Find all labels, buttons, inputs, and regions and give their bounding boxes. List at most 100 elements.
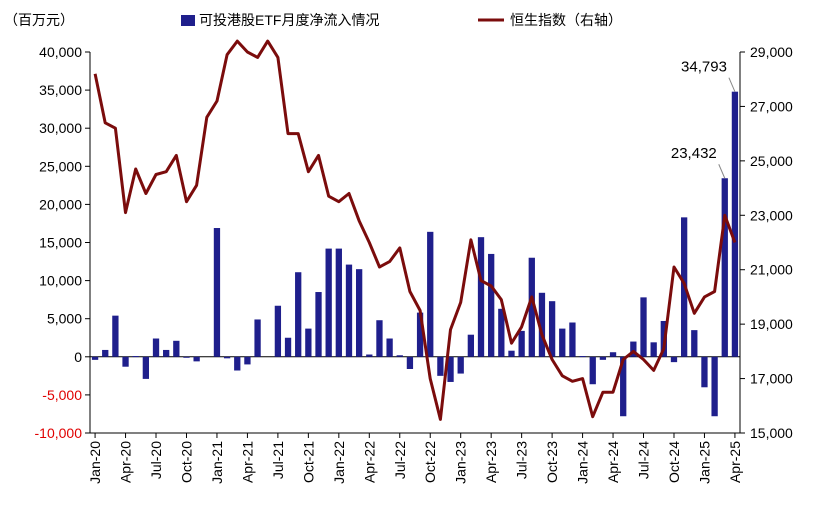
left-tick-label: 15,000 [39, 235, 82, 251]
left-tick-label: -5,000 [42, 387, 82, 403]
bar [345, 264, 353, 357]
left-unit-label: （百万元） [4, 12, 74, 28]
right-tick-label: 29,000 [750, 44, 793, 60]
bar [284, 337, 292, 357]
x-tick-label: Apr-25 [727, 441, 743, 483]
bar [711, 356, 718, 417]
x-tick-label: Jul-22 [392, 441, 408, 479]
left-tick-label: 10,000 [39, 273, 82, 289]
bar [640, 297, 647, 357]
bar [91, 356, 99, 360]
bar [630, 341, 637, 357]
bar [457, 356, 464, 374]
bar [122, 356, 129, 367]
left-tick-label: 25,000 [39, 158, 82, 174]
x-tick-label: Apr-20 [118, 441, 134, 483]
bar [559, 328, 566, 357]
bar [355, 269, 363, 357]
x-tick-label: Oct-21 [300, 441, 316, 483]
annotations-layer: 34,793 23,432 [671, 59, 736, 179]
bar [721, 178, 728, 357]
bar [213, 228, 221, 357]
x-tick-label: Jan-23 [453, 441, 469, 484]
bar [325, 248, 332, 357]
left-tick-label: 40,000 [39, 44, 82, 60]
bar [701, 356, 708, 388]
bar [488, 253, 495, 357]
bar [142, 356, 150, 379]
bar [599, 356, 607, 360]
bar [427, 231, 434, 357]
x-tick-label: Jan-25 [696, 441, 712, 484]
x-tick-label: Oct-20 [178, 441, 194, 483]
line-layer [93, 39, 737, 421]
bar [538, 292, 546, 357]
x-tick-label: Apr-22 [361, 441, 377, 483]
bar [437, 356, 444, 376]
bar [650, 342, 657, 357]
bar [548, 301, 556, 357]
bar [467, 334, 475, 357]
right-tick-label: 19,000 [750, 316, 793, 332]
bar [173, 340, 180, 357]
bar [102, 349, 109, 357]
bar [670, 356, 678, 363]
left-tick-label: 5,000 [47, 311, 82, 327]
left-tick-label: 30,000 [39, 120, 82, 136]
bar [366, 354, 373, 357]
bar [163, 349, 170, 357]
bar [498, 308, 505, 357]
bar [152, 338, 160, 357]
right-tick-label: 17,000 [750, 371, 793, 387]
annotation-label: 23,432 [671, 145, 717, 162]
x-tick-label: Jan-22 [331, 441, 347, 484]
bar [528, 257, 535, 357]
left-tick-label: 20,000 [39, 196, 82, 212]
x-tick-label: Jul-21 [270, 441, 286, 479]
bar [691, 330, 698, 357]
x-tick-label: Oct-24 [666, 441, 682, 483]
bar [731, 91, 739, 357]
annotation-leader [718, 164, 726, 179]
right-tick-label: 15,000 [750, 425, 793, 441]
left-tick-label: 0 [74, 349, 82, 365]
bar [447, 356, 454, 382]
bar [295, 272, 302, 357]
bar [305, 328, 312, 357]
axes-layer: -10,000 -5,000 0 5,000 10,000 15,000 20,000 25,… [35, 44, 794, 484]
bar [254, 319, 261, 357]
bar [589, 356, 596, 385]
x-tick-label: Apr-21 [239, 441, 255, 483]
bar [132, 356, 139, 358]
bar [223, 356, 231, 359]
legend-line-label: 恒生指数（右轴） [510, 12, 622, 28]
bar [518, 330, 525, 357]
legend-bar-swatch [181, 15, 195, 26]
left-tick-label: -10,000 [35, 425, 83, 441]
x-tick-label: Apr-24 [605, 441, 621, 483]
x-tick-label: Oct-23 [544, 441, 560, 483]
x-tick-label: Jul-23 [514, 441, 530, 479]
legend-bar-label: 可投港股ETF月度净流入情况 [199, 12, 379, 28]
hsi-line [93, 39, 737, 421]
bar [183, 356, 190, 358]
x-tick-label: Jan-21 [209, 441, 225, 484]
bar [406, 356, 414, 369]
right-tick-label: 23,000 [750, 207, 793, 223]
bars-layer [91, 91, 739, 417]
right-tick-label: 27,000 [750, 98, 793, 114]
bar [569, 322, 576, 357]
bar [609, 352, 617, 357]
bar [376, 320, 383, 357]
annotation-label: 34,793 [681, 59, 727, 76]
bar [234, 356, 241, 371]
x-tick-label: Apr-23 [483, 441, 499, 483]
left-tick-label: 35,000 [39, 82, 82, 98]
bar [193, 356, 200, 362]
bar [620, 356, 627, 417]
bar [315, 292, 322, 357]
right-tick-label: 25,000 [750, 153, 793, 169]
x-tick-label: Jan-20 [87, 441, 103, 484]
x-tick-label: Jul-24 [636, 441, 652, 479]
